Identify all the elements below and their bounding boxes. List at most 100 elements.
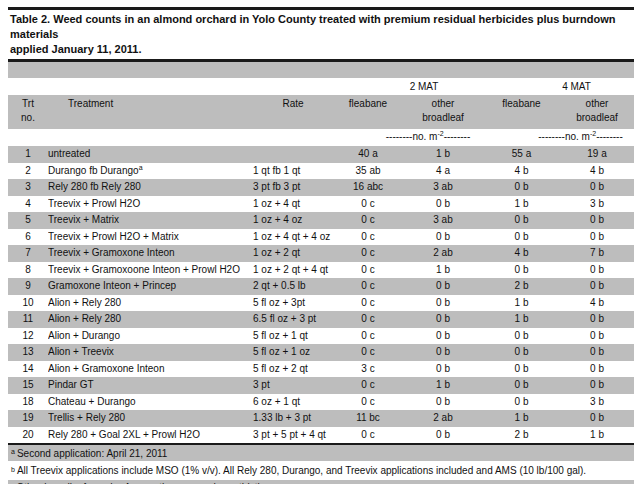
header-fleabane-2mat: fleabane <box>333 97 403 129</box>
trt-no-cell: 4 <box>8 196 48 213</box>
trt-no-cell: 1 <box>8 146 48 163</box>
fleabane-4mat-cell: 4 b <box>483 163 560 180</box>
rate-cell: 5 fl oz + 1 qt <box>253 328 333 345</box>
footnote-a-text: Second application: April 21, 2011 <box>17 448 167 459</box>
table-title-line2: applied January 11, 2011. <box>10 42 632 57</box>
table-row: 1 untreated 40 a 1 b 55 a 19 a <box>8 146 634 163</box>
fleabane-4mat-cell: 0 b <box>483 262 560 279</box>
units-row: --------no. m-2-------- --------no. m-2-… <box>8 129 634 146</box>
rate-cell: 3 pt + 5 pt + 4 qt <box>253 427 333 444</box>
other-broadleaf-2mat-cell: 0 b <box>403 295 483 312</box>
table-row: 5 Treevix + Matrix 1 oz + 4 oz 0 c 3 ab … <box>8 212 634 229</box>
rate-cell: 1 qt fb 1 qt <box>253 163 333 180</box>
other-broadleaf-4mat-cell: 0 b <box>560 311 634 328</box>
other-broadleaf-4mat-cell: 0 b <box>560 179 634 196</box>
mat-row-spacer <box>8 78 333 95</box>
trt-no-cell: 13 <box>8 344 48 361</box>
other-broadleaf-4mat-cell: 0 b <box>560 410 634 427</box>
other-broadleaf-2mat-cell: 0 b <box>403 311 483 328</box>
other-broadleaf-2mat-cell: 1 b <box>403 377 483 394</box>
trt-no-cell: 2 <box>8 163 48 180</box>
other-broadleaf-2mat-cell: 3 ab <box>403 179 483 196</box>
treatment-cell: Trellis + Rely 280 <box>48 410 253 427</box>
treatment-cell: Pindar GT <box>48 377 253 394</box>
rate-cell: 1.33 lb + 3 pt <box>253 410 333 427</box>
fleabane-2mat-cell: 0 c <box>333 212 403 229</box>
footnote-c: c Other broadleaf weeds: Amaranthus spp.… <box>8 480 634 484</box>
header-fleabane-4mat: fleabane <box>483 97 560 129</box>
fleabane-4mat-cell: 1 b <box>483 196 560 213</box>
footnote-b-text: All Treevix applications include MSO (1%… <box>17 465 586 476</box>
treatment-cell: Alion + Treevix <box>48 344 253 361</box>
other-broadleaf-4mat-cell: 0 b <box>560 229 634 246</box>
table-row: 15 Pindar GT 3 pt 0 c 1 b 0 b 0 b <box>8 377 634 394</box>
fleabane-2mat-cell: 0 c <box>333 344 403 361</box>
treatment-cell: Alion + Rely 280 <box>48 311 253 328</box>
header-rate: Rate <box>253 97 333 129</box>
table-row: 8 Treevix + Gramoxoone Inteon + Prowl H2… <box>8 262 634 279</box>
fleabane-2mat-cell: 0 c <box>333 328 403 345</box>
other-broadleaf-4mat-cell: 3 b <box>560 196 634 213</box>
mat-group-header-row: 2 MAT 4 MAT <box>8 78 634 95</box>
treatment-cell: Alion + Durango <box>48 328 253 345</box>
footnote-a: a Second application: April 21, 2011 <box>8 445 634 461</box>
other-broadleaf-2mat-cell: 0 b <box>403 328 483 345</box>
fleabane-2mat-cell: 3 c <box>333 361 403 378</box>
trt-no-cell: 11 <box>8 311 48 328</box>
rate-cell: 6.5 fl oz + 3 pt <box>253 311 333 328</box>
trt-no-cell: 14 <box>8 361 48 378</box>
other-broadleaf-4mat-cell: 0 b <box>560 377 634 394</box>
other-broadleaf-4mat-cell: 7 b <box>560 245 634 262</box>
treatment-cell: Alion + Rely 280 <box>48 295 253 312</box>
group-header-2mat: 2 MAT <box>333 78 483 95</box>
rate-cell: 3 pt fb 3 pt <box>253 179 333 196</box>
table-row: 12 Alion + Durango 5 fl oz + 1 qt 0 c 0 … <box>8 328 634 345</box>
column-header-row: Trt no. Treatment Rate fleabane other br… <box>8 95 634 129</box>
fleabane-4mat-cell: 1 b <box>483 410 560 427</box>
header-spacer-band <box>8 62 634 78</box>
other-broadleaf-2mat-cell: 0 b <box>403 394 483 411</box>
table-row: 10 Alion + Rely 280 5 fl oz + 3pt 0 c 0 … <box>8 295 634 312</box>
group-header-4mat: 4 MAT <box>483 78 634 95</box>
table-row: 20 Rely 280 + Goal 2XL + Prowl H2O 3 pt … <box>8 427 634 444</box>
fleabane-4mat-cell: 0 b <box>483 229 560 246</box>
fleabane-2mat-cell: 0 c <box>333 245 403 262</box>
treatment-cell: Treevix + Gramoxoone Inteon + Prowl H2O <box>48 262 253 279</box>
treatment-cell: Rely 280 + Goal 2XL + Prowl H2O <box>48 427 253 444</box>
rate-cell: 1 oz + 4 qt <box>253 196 333 213</box>
other-broadleaf-2mat-cell: 2 ab <box>403 245 483 262</box>
other-broadleaf-4mat-cell: 4 b <box>560 295 634 312</box>
other-broadleaf-4mat-cell: 19 a <box>560 146 634 163</box>
other-broadleaf-2mat-cell: 0 b <box>403 427 483 444</box>
trt-no-cell: 8 <box>8 262 48 279</box>
treatment-cell: Treevix + Matrix <box>48 212 253 229</box>
trt-no-cell: 3 <box>8 179 48 196</box>
treatment-cell: Durango fb Durangoa <box>48 163 253 180</box>
treatment-cell: Treevix + Prowl H2O + Matrix <box>48 229 253 246</box>
fleabane-4mat-cell: 1 b <box>483 295 560 312</box>
fleabane-4mat-cell: 0 b <box>483 361 560 378</box>
fleabane-2mat-cell: 0 c <box>333 262 403 279</box>
fleabane-2mat-cell: 11 bc <box>333 410 403 427</box>
table-row: 4 Treevix + Prowl H2O 1 oz + 4 qt 0 c 0 … <box>8 196 634 213</box>
fleabane-4mat-cell: 0 b <box>483 212 560 229</box>
fleabane-2mat-cell: 16 abc <box>333 179 403 196</box>
units-2mat: --------no. m-2-------- <box>333 129 483 146</box>
other-broadleaf-4mat-cell: 0 b <box>560 262 634 279</box>
other-broadleaf-2mat-cell: 1 b <box>403 146 483 163</box>
fleabane-2mat-cell: 0 c <box>333 394 403 411</box>
fleabane-4mat-cell: 2 b <box>483 278 560 295</box>
header-other-broadleaf-4mat: other broadleaf <box>560 97 634 129</box>
table-title-line1: Table 2. Weed counts in an almond orchar… <box>10 12 632 42</box>
header-trt-line2: no. <box>8 111 48 125</box>
trt-no-cell: 9 <box>8 278 48 295</box>
fleabane-4mat-cell: 0 b <box>483 179 560 196</box>
fleabane-2mat-cell: 0 c <box>333 229 403 246</box>
rate-cell: 2 qt + 0.5 lb <box>253 278 333 295</box>
table-row: 3 Rely 280 fb Rely 280 3 pt fb 3 pt 16 a… <box>8 179 634 196</box>
rate-cell: 1 oz + 2 qt + 4 qt <box>253 262 333 279</box>
rate-cell: 5 fl oz + 1 oz <box>253 344 333 361</box>
trt-no-cell: 6 <box>8 229 48 246</box>
fleabane-4mat-cell: 0 b <box>483 377 560 394</box>
fleabane-4mat-cell: 0 b <box>483 344 560 361</box>
